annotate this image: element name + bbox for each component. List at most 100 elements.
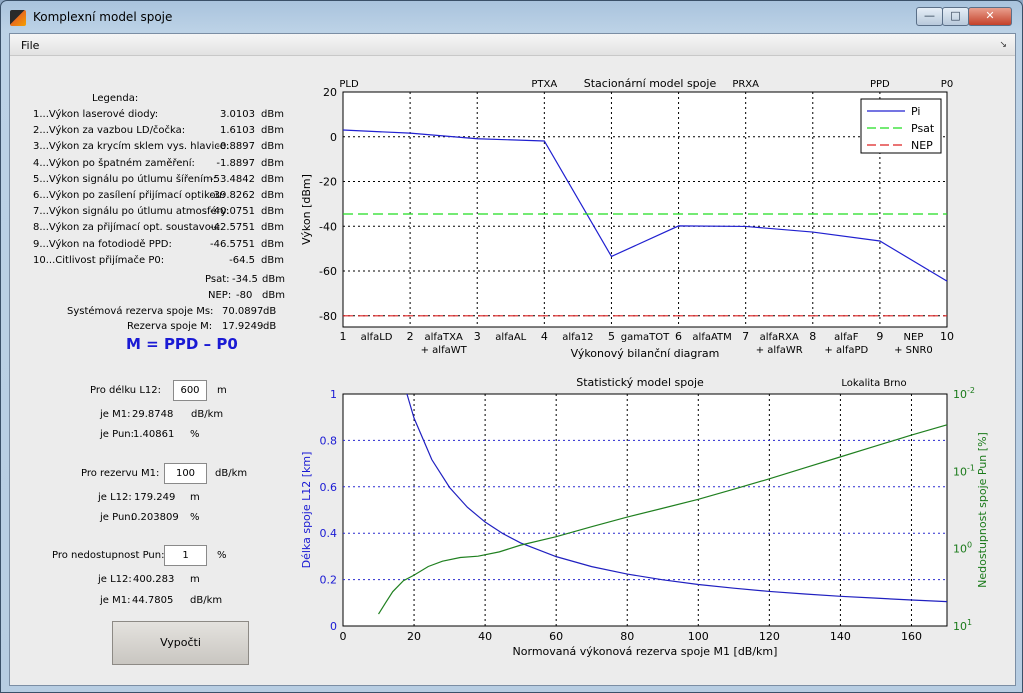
plot1-title: Stacionární model spoje bbox=[584, 77, 717, 90]
m-value: 17.9249 bbox=[222, 321, 264, 332]
plot1-ylabel: Výkon [dBm] bbox=[300, 174, 313, 245]
legend-row-label: 2...Výkon za vazbou LD/čočka: bbox=[33, 125, 186, 137]
plot2-ytick-label: 0.8 bbox=[320, 434, 338, 447]
margin-label: Pro rezervu M1: bbox=[81, 468, 160, 479]
plot1-xtick-label: 7 bbox=[742, 330, 749, 343]
ms-value: 70.0897 bbox=[222, 306, 264, 317]
length-label: Pro délku L12: bbox=[90, 385, 161, 396]
plot2-xtick-label: 60 bbox=[549, 630, 563, 643]
maximize-button[interactable]: □ bbox=[942, 7, 969, 26]
legend-row-value: 3.0103 bbox=[220, 109, 255, 120]
legend-row-value: -0.8897 bbox=[216, 141, 255, 153]
margin-formula: M = PPD – P0 bbox=[126, 335, 238, 353]
legend-title: Legenda: bbox=[92, 93, 139, 104]
plot2-series-l12 bbox=[406, 393, 948, 603]
title-bar[interactable]: Komplexní model spoje — □ ✕ bbox=[1, 1, 1022, 33]
plot2-y2tick-label: 10-2 bbox=[953, 386, 975, 401]
plot1-segment-label: alfaF bbox=[834, 332, 859, 343]
menu-bar: File ↘ bbox=[10, 34, 1015, 56]
s2-pun-label: je Pun: bbox=[100, 512, 135, 523]
plot1-xtick-label: 10 bbox=[940, 330, 954, 343]
toolbar-toggle-icon[interactable]: ↘ bbox=[999, 40, 1007, 50]
plot1-segment-label: alfaTXA bbox=[424, 332, 463, 343]
psat-label: Psat: bbox=[205, 274, 230, 285]
plot1-top-label: PLD bbox=[339, 79, 359, 90]
s1-pun-label: je Pun: bbox=[100, 429, 135, 440]
legend-row-label: 6...Výkon po zasílení přijímací optikou: bbox=[33, 190, 226, 201]
s1-m1-value: 29.8748 bbox=[132, 409, 174, 420]
menu-file[interactable]: File bbox=[21, 39, 40, 52]
legend-row-label: 3...Výkon za krycím sklem vys. hlavice: bbox=[33, 141, 230, 153]
ms-unit: dB bbox=[263, 306, 277, 317]
legend-row-value: -1.8897 bbox=[216, 157, 255, 169]
legend-row-label: 1...Výkon laserové diody: bbox=[33, 109, 159, 120]
plot2-ytick-label: 0 bbox=[330, 620, 337, 633]
plot2-ylabel: Délka spoje L12 [km] bbox=[300, 452, 313, 569]
legend-row-label: 4...Výkon po špatném zaměření: bbox=[33, 157, 195, 169]
legend-row-value: -64.5 bbox=[229, 254, 255, 266]
plot1-ytick-label: 0 bbox=[330, 131, 337, 144]
legend-row-label: 8...Výkon za přijímací opt. soustavou: bbox=[33, 222, 221, 234]
plot2-xtick-label: 0 bbox=[340, 630, 347, 643]
plot1-ytick-label: -60 bbox=[319, 265, 337, 278]
legend-row-unit: dBm bbox=[261, 206, 284, 218]
legend-row-label: 9...Výkon na fotodiodě PPD: bbox=[33, 238, 172, 250]
s2-l12-value: 179.249 bbox=[134, 492, 176, 503]
plot1-ytick-label: -20 bbox=[319, 176, 337, 189]
figure-client-area: File ↘ Legenda: 1...Výkon laserové diody… bbox=[9, 33, 1016, 686]
legend-row-value: -39.8262 bbox=[210, 190, 255, 201]
plot1-segment-label2: + alfaWT bbox=[421, 345, 468, 356]
plot1-segment-label: alfaRXA bbox=[760, 332, 799, 343]
m-unit: dB bbox=[263, 321, 277, 332]
plot1-xtick-label: 1 bbox=[340, 330, 347, 343]
plot2-xtick-label: 80 bbox=[620, 630, 634, 643]
plot1-segment-label: alfaAL bbox=[495, 332, 526, 343]
plot1-xtick-label: 6 bbox=[675, 330, 682, 343]
plot1-xlabel: Výkonový bilanční diagram bbox=[571, 347, 720, 360]
s2-l12-label: je L12: bbox=[98, 492, 132, 503]
psat-unit: dBm bbox=[262, 274, 285, 285]
plot2-y2tick-label: 101 bbox=[953, 618, 972, 633]
plot1-top-label: PTXA bbox=[531, 79, 557, 90]
s3-l12-label: je L12: bbox=[98, 574, 132, 585]
unavailability-label: Pro nedostupnost Pun: bbox=[52, 550, 165, 561]
calculate-button[interactable]: Vypočti bbox=[112, 621, 249, 665]
plot2-axes-box bbox=[342, 393, 948, 627]
close-button[interactable]: ✕ bbox=[968, 7, 1012, 26]
unavailability-unit: % bbox=[217, 550, 227, 561]
plot1-xtick-label: 8 bbox=[809, 330, 816, 343]
margin-input[interactable]: 100 bbox=[164, 463, 207, 484]
legend-row-unit: dBm bbox=[261, 125, 284, 137]
plot1-segment-label2: + SNR0 bbox=[894, 345, 933, 356]
length-input[interactable]: 600 bbox=[173, 380, 207, 401]
plot2-xlabel: Normovaná výkonová rezerva spoje M1 [dB/… bbox=[513, 645, 778, 658]
legend-row-unit: dBm bbox=[261, 141, 284, 153]
s3-l12-unit: m bbox=[190, 574, 200, 585]
legend-row-value: -42.5751 bbox=[210, 222, 255, 234]
legend-row-value: -53.4842 bbox=[210, 173, 255, 185]
plot1-top-label: PRXA bbox=[732, 79, 759, 90]
legend-row-unit: dBm bbox=[261, 157, 284, 169]
psat-value: -34.5 bbox=[232, 274, 258, 285]
plot2-ytick-label: 0.4 bbox=[320, 527, 338, 540]
plot1-segment-label: alfaATM bbox=[692, 332, 731, 343]
maximize-icon: □ bbox=[950, 9, 961, 22]
plot2-title: Statistický model spoje bbox=[576, 376, 704, 389]
window-title: Komplexní model spoje bbox=[33, 10, 173, 24]
legend-row-unit: dBm bbox=[261, 222, 284, 234]
plot1-legend-box bbox=[860, 98, 942, 154]
unavailability-input[interactable]: 1 bbox=[164, 545, 207, 566]
plot2-series-pun bbox=[378, 424, 948, 615]
plot1-top-label: P0 bbox=[941, 79, 953, 90]
plot1-xtick-label: 9 bbox=[876, 330, 883, 343]
plot1-top-label: PPD bbox=[870, 79, 890, 90]
plot2-ytick-label: 0.2 bbox=[320, 574, 338, 587]
plot2-xtick-label: 40 bbox=[478, 630, 492, 643]
matlab-icon bbox=[10, 10, 26, 26]
nep-label: NEP: bbox=[208, 290, 232, 301]
plot2-xtick-label: 20 bbox=[407, 630, 421, 643]
plot1-legend-label: Psat bbox=[911, 122, 935, 135]
s1-pun-unit: % bbox=[190, 429, 200, 440]
minimize-button[interactable]: — bbox=[916, 7, 943, 26]
